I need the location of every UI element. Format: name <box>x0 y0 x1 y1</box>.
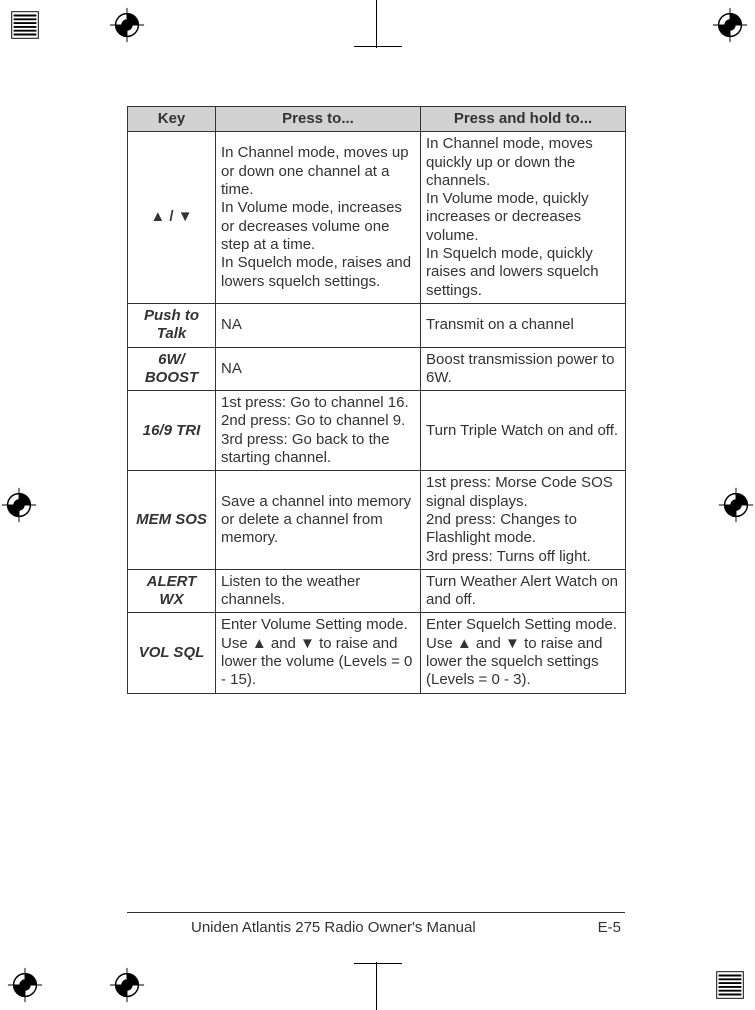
table-row: 6W/ BOOST NA Boost transmission power to… <box>128 347 626 391</box>
crop-mark <box>376 962 377 1010</box>
cell-press: Enter Volume Setting mode. Use ▲ and ▼ t… <box>216 613 421 693</box>
col-header-press: Press to... <box>216 107 421 132</box>
cell-hold: Enter Squelch Setting mode. Use ▲ and ▼ … <box>421 613 626 693</box>
page-content: Key Press to... Press and hold to... ▲ /… <box>127 106 625 694</box>
cell-press: Save a channel into memory or delete a c… <box>216 471 421 569</box>
registration-mark-target <box>711 6 749 44</box>
table-row: MEM SOS Save a channel into memory or de… <box>128 471 626 569</box>
registration-mark-stripe <box>6 6 44 44</box>
cell-press: 1st press: Go to channel 16.2nd press: G… <box>216 391 421 471</box>
cell-hold: 1st press: Morse Code SOS signal display… <box>421 471 626 569</box>
crop-mark <box>376 0 377 48</box>
registration-mark-target <box>0 486 38 524</box>
cell-press: NA <box>216 303 421 347</box>
page-number: E-5 <box>598 919 621 936</box>
registration-mark-target <box>6 966 44 1004</box>
key-alertwx: ALERT WX <box>128 569 216 613</box>
cell-press: NA <box>216 347 421 391</box>
cell-hold: In Channel mode, moves quickly up or dow… <box>421 132 626 304</box>
crop-mark <box>354 46 402 47</box>
cell-hold: Boost transmission power to 6W. <box>421 347 626 391</box>
key-up-down: ▲ / ▼ <box>128 132 216 304</box>
footer-title: Uniden Atlantis 275 Radio Owner's Manual <box>191 919 476 936</box>
table-row: ALERT WX Listen to the weather channels.… <box>128 569 626 613</box>
key-volsql: VOL SQL <box>128 613 216 693</box>
table-row: 16/9 TRI 1st press: Go to channel 16.2nd… <box>128 391 626 471</box>
cell-press: In Channel mode, moves up or down one ch… <box>216 132 421 304</box>
table-header-row: Key Press to... Press and hold to... <box>128 107 626 132</box>
key-ptt: Push to Talk <box>128 303 216 347</box>
cell-hold: Turn Weather Alert Watch on and off. <box>421 569 626 613</box>
crop-mark <box>354 963 402 964</box>
key-memsos: MEM SOS <box>128 471 216 569</box>
cell-press: Listen to the weather channels. <box>216 569 421 613</box>
table-row: ▲ / ▼ In Channel mode, moves up or down … <box>128 132 626 304</box>
col-header-hold: Press and hold to... <box>421 107 626 132</box>
registration-mark-target <box>108 966 146 1004</box>
key-functions-table: Key Press to... Press and hold to... ▲ /… <box>127 106 626 694</box>
registration-mark-target <box>108 6 146 44</box>
table-row: Push to Talk NA Transmit on a channel <box>128 303 626 347</box>
table-row: VOL SQL Enter Volume Setting mode. Use ▲… <box>128 613 626 693</box>
registration-mark-stripe <box>711 966 749 1004</box>
table-body: ▲ / ▼ In Channel mode, moves up or down … <box>128 132 626 693</box>
cell-hold: Turn Triple Watch on and off. <box>421 391 626 471</box>
key-169tri: 16/9 TRI <box>128 391 216 471</box>
cell-hold: Transmit on a channel <box>421 303 626 347</box>
key-boost: 6W/ BOOST <box>128 347 216 391</box>
registration-mark-target <box>717 486 755 524</box>
col-header-key: Key <box>128 107 216 132</box>
footer-rule <box>127 912 625 913</box>
page-footer: Uniden Atlantis 275 Radio Owner's Manual… <box>127 912 625 936</box>
